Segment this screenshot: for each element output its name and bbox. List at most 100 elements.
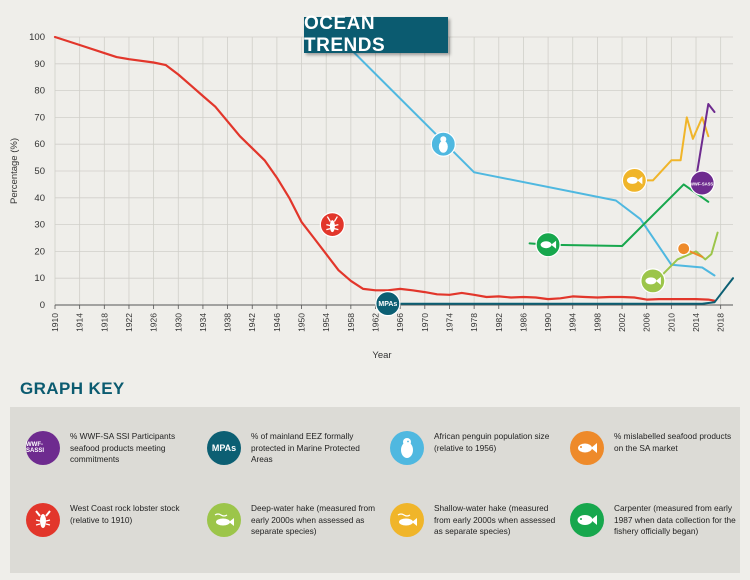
penguin-icon [438, 140, 448, 153]
x-tick-label: 1982 [494, 313, 504, 332]
mpa-icon: MPAs [207, 431, 241, 465]
x-tick-label: 1938 [223, 313, 233, 332]
key-label-mislabel: % mislabelled seafood products on the SA… [614, 431, 732, 453]
fish-tail-icon [637, 176, 643, 185]
series-line-penguin [337, 36, 716, 277]
marker-carpenter [535, 232, 561, 258]
x-tick-label: 2002 [617, 313, 627, 332]
x-tick-label: 1918 [99, 313, 109, 332]
x-tick-label: 1942 [247, 313, 257, 332]
x-tick-label: 1946 [272, 313, 282, 332]
x-tick-label: 1930 [173, 313, 183, 332]
ocean-trends-chart: 0 10 20 30 40 50 60 70 80 90 100 1910 1914 1918 1922 19… [9, 32, 734, 361]
mpa-marker-label: MPAs [378, 301, 397, 308]
deep-water-hake-icon [207, 503, 241, 537]
key-item-deep: Deep-water hake (measured from early 200… [207, 503, 379, 538]
key-item-mpa: MPAs % of mainland EEZ formally protecte… [207, 431, 379, 466]
series-line-shallow [633, 116, 710, 182]
x-tick-label: 2010 [666, 313, 676, 332]
graph-key-title: GRAPH KEY [20, 379, 125, 398]
mislabelled-fish-icon [570, 431, 604, 465]
fish-icon [540, 241, 552, 249]
shallow-water-hake-icon [390, 503, 424, 537]
x-tick-label: 1926 [149, 313, 159, 332]
lobster-icon [329, 220, 335, 233]
carpenter-fish-icon [570, 503, 604, 537]
x-tick-label: 1950 [297, 313, 307, 332]
wwf-marker-circle [689, 170, 715, 196]
y-tick-label: 80 [34, 86, 45, 97]
x-tick-label: 1998 [592, 313, 602, 332]
y-tick-label: 50 [34, 166, 45, 177]
y-tick-label: 40 [34, 193, 45, 204]
penguin-icon [390, 431, 424, 465]
wwf-sassi-icon: WWF-SASSI [26, 431, 60, 465]
y-tick-label: 90 [34, 59, 45, 70]
x-axis-label: Year [372, 350, 391, 361]
y-tick-label: 0 [40, 300, 45, 311]
y-tick-label: 100 [29, 32, 45, 43]
key-label-deep: Deep-water hake (measured from early 200… [251, 503, 376, 536]
key-label-lobster: West Coast rock lobster stock (relative … [70, 503, 180, 525]
key-item-lobster: West Coast rock lobster stock (relative … [26, 503, 198, 537]
chart-title-banner: OCEAN TRENDS [304, 13, 448, 56]
series-line-lobster [53, 35, 716, 302]
marker-wwf: WWF-SASSI [689, 170, 715, 196]
graph-key-panel: WWF-SASSI % WWF-SA SSI Participants seaf… [10, 407, 740, 573]
x-tick-label: 1958 [346, 313, 356, 332]
y-tick-label: 70 [34, 112, 45, 123]
fish-tail-icon [655, 276, 661, 285]
mislabel-marker-circle [677, 242, 691, 256]
wwf-marker-label: WWF-SASSI [690, 182, 714, 187]
marker-deep [640, 268, 666, 294]
y-tick-label: 20 [34, 246, 45, 257]
penguin-head-icon [440, 136, 447, 143]
fish-icon [626, 176, 638, 184]
axes: 0 10 20 30 40 50 60 70 80 90 100 1910 1914 1918 1922 19… [9, 32, 733, 361]
series-line-wwf [695, 103, 716, 180]
x-tick-label: 1974 [444, 313, 454, 332]
key-label-penguin: African penguin population size (relativ… [434, 431, 550, 453]
x-tick-label: 1978 [469, 313, 479, 332]
x-tick-label: 1962 [371, 313, 381, 332]
y-tick-label: 60 [34, 139, 45, 150]
marker-shallow [621, 167, 647, 193]
x-tick-label: 1966 [395, 313, 405, 332]
y-tick-label: 10 [34, 273, 45, 284]
x-tick-label: 2014 [691, 313, 701, 332]
x-tick-label: 1990 [543, 313, 553, 332]
key-label-shallow: Shallow-water hake (measured from early … [434, 503, 556, 536]
x-tick-label: 2006 [642, 313, 652, 332]
key-item-wwf: WWF-SASSI % WWF-SA SSI Participants seaf… [26, 431, 198, 466]
key-item-shallow: Shallow-water hake (measured from early … [390, 503, 562, 538]
series-markers: WWF-SASSI MPAs [319, 131, 715, 317]
marker-mpa: MPAs [375, 291, 401, 317]
mpa-marker-circle [375, 291, 401, 317]
y-tick-label: 30 [34, 220, 45, 231]
marker-mislabel [677, 242, 691, 256]
x-tick-label: 2018 [716, 313, 726, 332]
key-item-mislabel: % mislabelled seafood products on the SA… [570, 431, 742, 465]
y-axis-label: Percentage (%) [9, 138, 20, 204]
x-tick-label: 1922 [124, 313, 134, 332]
marker-penguin [430, 131, 456, 157]
x-tick-label: 1914 [75, 313, 85, 332]
grid [54, 36, 733, 306]
x-tick-label: 1970 [420, 313, 430, 332]
key-label-wwf: % WWF-SA SSI Participants seafood produc… [70, 431, 176, 464]
key-label-carpenter: Carpenter (measured from early 1987 when… [614, 503, 736, 536]
x-tick-label: 1934 [198, 313, 208, 332]
fish-tail-icon [551, 240, 557, 249]
fish-icon [645, 277, 657, 285]
key-item-penguin: African penguin population size (relativ… [390, 431, 562, 465]
key-label-mpa: % of mainland EEZ formally protected in … [251, 431, 360, 464]
marker-lobster [319, 212, 345, 238]
x-tick-label: 1986 [518, 313, 528, 332]
lobster-icon [26, 503, 60, 537]
x-tick-label: 1994 [568, 313, 578, 332]
series-line-mpa [386, 277, 734, 305]
lobster-claws-icon [326, 216, 339, 231]
x-tick-label: 1954 [321, 313, 331, 332]
x-tick-label: 1910 [50, 313, 60, 332]
key-item-carpenter: Carpenter (measured from early 1987 when… [570, 503, 742, 538]
